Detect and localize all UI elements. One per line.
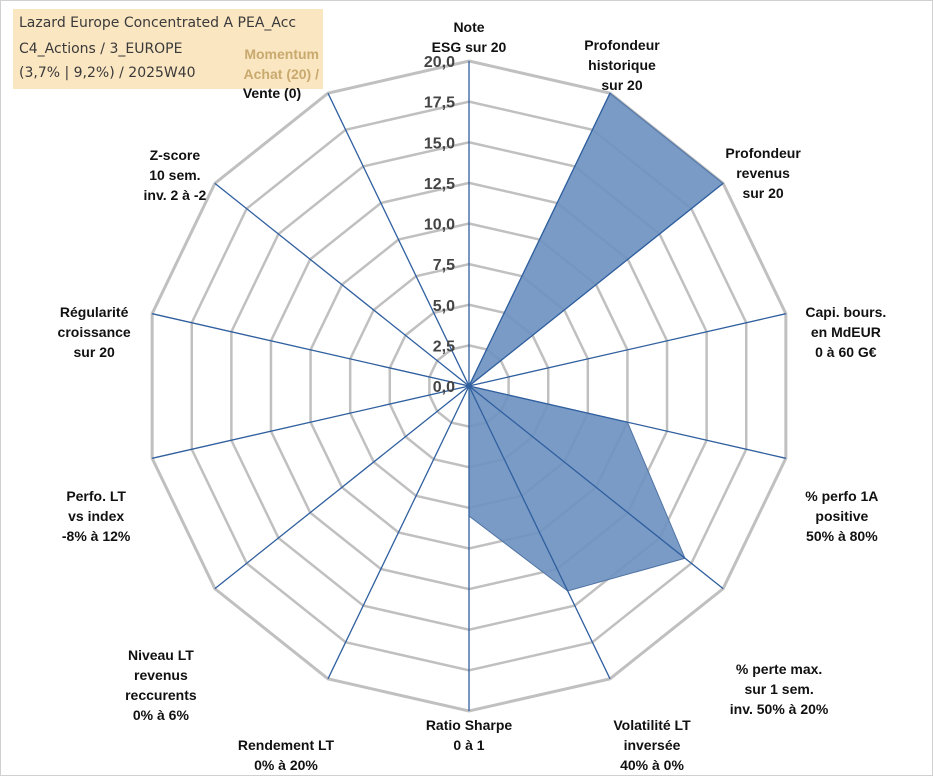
axis-spoke [468,385,611,680]
tick-label: 5,0 [433,298,455,315]
axis-label: Niveau LT revenus reccurents 0% à 6% [86,645,236,725]
axis-spoke [468,182,724,387]
axis-label-line: Profondeur [584,37,660,54]
momentum-line-2: Achat (20) / [243,66,319,82]
axis-label: Capi. bours. en MdEUR 0 à 60 G€ [771,302,921,362]
axis-label-line: sur 1 sem. [744,680,814,697]
axis-label-line: Capi. bours. [805,303,887,320]
axis-label-line: positive [815,508,869,525]
axis-label-line: Perfo. LT [66,488,126,505]
axis-label-line: Niveau LT [127,646,194,663]
axis-label: Note ESG sur 20 [394,17,544,57]
axis-label-line: -8% à 12% [61,528,131,545]
axis-label-line: en MdEUR [810,323,881,340]
momentum-label-top: Momentum Achat (20) / [225,44,319,84]
axis-label-line: croissance [57,323,131,340]
axis-spoke [214,182,470,387]
axis-label-line: Note [453,19,485,35]
axis-spoke [468,385,786,459]
axis-label-line: 0 à 60 G€ [815,343,877,360]
axis-label-line: sur 20 [742,185,784,202]
momentum-label-bottom: Vente (0) [242,85,302,101]
axis-label: Volatilité LT inversée 40% à 0% [577,715,727,775]
tick-label: 15,0 [424,135,455,152]
axis-label-line: Régularité [59,303,129,320]
fund-info-box: Lazard Europe Concentrated A PEA_Acc C4_… [13,9,323,89]
tick-label: 12,5 [424,176,455,193]
axis-label-line: 10 sem. [149,167,201,184]
axis-label-line: Volatilité LT [613,717,691,733]
axis-label-line: sur 20 [601,77,643,94]
tick-label: 0,0 [433,379,455,396]
axis-label-line: % perfo 1A [805,488,879,505]
axis-label: Z-score 10 sem. inv. 2 à -2 [100,145,250,205]
axis-label-line: inv. 2 à -2 [143,187,207,204]
axis-label-line: 40% à 0% [620,757,684,773]
axis-spoke [468,313,786,387]
axis-label: Profondeur revenus sur 20 [688,143,838,203]
axis-spoke [152,385,470,459]
axis-label: % perte max. sur 1 sem. inv. 50% à 20% [704,659,854,719]
momentum-line-1: Momentum [244,46,319,62]
tick-label: 10,0 [424,217,455,234]
axis-label: Rendement LT 0% à 20% [211,735,361,775]
axis-label-line: ESG sur 20 [431,39,507,55]
axis-label-line: inv. 50% à 20% [729,700,829,717]
fund-name: Lazard Europe Concentrated A PEA_Acc [19,15,297,31]
axis-label-line: historique [588,57,656,74]
axis-label-line: 0% à 20% [254,757,318,773]
axis-spoke [152,313,470,387]
axis-label-line: revenus [134,666,188,683]
axis-label-line: % perte max. [735,660,823,677]
axis-label: % perfo 1A positive 50% à 80% [767,486,917,546]
axis-label-line: revenus [736,165,790,182]
axis-label-line: Ratio Sharpe [425,717,513,733]
axis-label: Perfo. LT vs index -8% à 12% [21,486,171,546]
axis-label: Ratio Sharpe 0 à 1 [394,715,544,755]
axis-label-line: 0 à 1 [453,737,485,753]
axis-label-line: vs index [68,508,125,525]
axis-spoke [214,385,470,590]
axis-label-line: Profondeur [725,145,801,162]
tick-label: 2,5 [433,338,455,355]
tick-label: 7,5 [433,257,455,274]
tick-label: 20,0 [424,54,455,71]
axis-label: Profondeur historique sur 20 [547,35,697,95]
axis-spoke [468,92,611,387]
axis-label: Régularité croissance sur 20 [19,302,169,362]
axis-label-line: Z-score [149,147,201,164]
axis-label-line: reccurents [125,686,197,703]
axis-label-line: inversée [623,737,681,753]
tick-label: 17,5 [424,95,455,112]
fund-stats: (3,7% | 9,2%) / 2025W40 [19,65,196,81]
axis-label-line: sur 20 [73,343,115,360]
axis-spoke [327,385,470,680]
axis-label-line: Rendement LT [237,737,335,753]
fund-category: C4_Actions / 3_EUROPE [19,41,183,57]
axis-label-line: 0% à 6% [132,706,189,723]
axis-spoke [468,385,724,590]
axis-spoke [327,92,470,387]
axis-label-line: 50% à 80% [806,528,878,545]
